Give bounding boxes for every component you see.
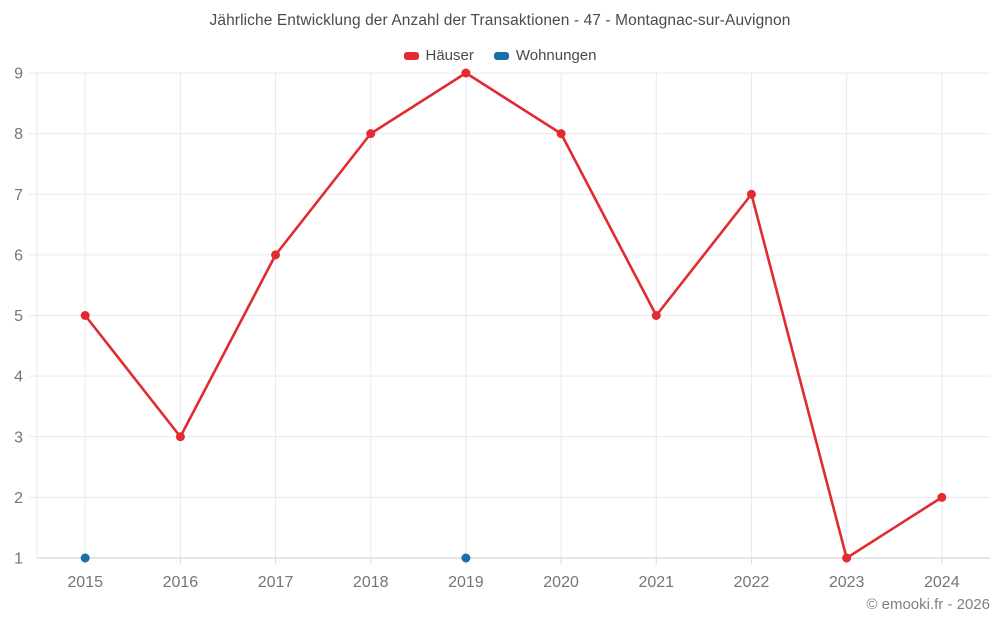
y-axis-tick-label: 1: [14, 551, 23, 568]
x-axis-tick-label: 2019: [448, 574, 484, 591]
footer-attribution: © emooki.fr - 2026: [866, 596, 990, 613]
y-axis-tick-label: 2: [14, 490, 23, 507]
x-axis-tick-label: 2021: [638, 574, 674, 591]
legend-item-wohnungen[interactable]: Wohnungen: [493, 47, 597, 64]
data-point-marker: [651, 311, 661, 320]
x-axis-tick-label: 2016: [163, 574, 199, 591]
y-axis-tick-label: 4: [14, 369, 23, 386]
chart-legend: Häuser Wohnungen: [0, 47, 1000, 64]
data-point-marker: [461, 553, 471, 563]
x-axis-tick-label: 2024: [924, 574, 960, 591]
y-axis-tick-label: 5: [14, 308, 23, 325]
y-axis-tick-label: 3: [14, 429, 23, 446]
x-axis-tick-label: 2015: [67, 574, 103, 591]
data-point-marker: [271, 250, 281, 260]
wohnungen-series-swatch-icon: [493, 51, 509, 60]
y-axis-tick-label: 7: [14, 187, 23, 204]
legend-item-haeuser[interactable]: Häuser: [403, 47, 474, 64]
data-point-marker: [937, 492, 947, 502]
x-axis-tick-label: 2022: [734, 574, 770, 591]
x-axis-tick-label: 2018: [353, 574, 389, 591]
data-point-marker: [556, 129, 566, 139]
haeuser-series-swatch-icon: [403, 51, 419, 60]
data-point-marker: [175, 432, 185, 442]
data-point-marker: [461, 68, 471, 78]
data-point-marker: [842, 553, 852, 563]
legend-label-wohnungen: Wohnungen: [515, 47, 597, 64]
legend-label-haeuser: Häuser: [425, 47, 474, 64]
data-point-marker: [366, 129, 376, 139]
data-point-marker: [746, 189, 756, 199]
x-axis-tick-label: 2023: [829, 574, 865, 591]
y-axis-tick-label: 6: [14, 247, 23, 264]
y-axis-tick-label: 9: [14, 66, 23, 83]
data-point-marker: [80, 311, 90, 320]
y-axis-tick-label: 8: [14, 126, 23, 143]
chart-title: Jährliche Entwicklung der Anzahl der Tra…: [209, 12, 791, 29]
series-line: [83, 71, 944, 560]
x-axis-tick-label: 2017: [258, 574, 294, 591]
data-point-marker: [80, 553, 90, 563]
x-axis-tick-label: 2020: [543, 574, 579, 591]
